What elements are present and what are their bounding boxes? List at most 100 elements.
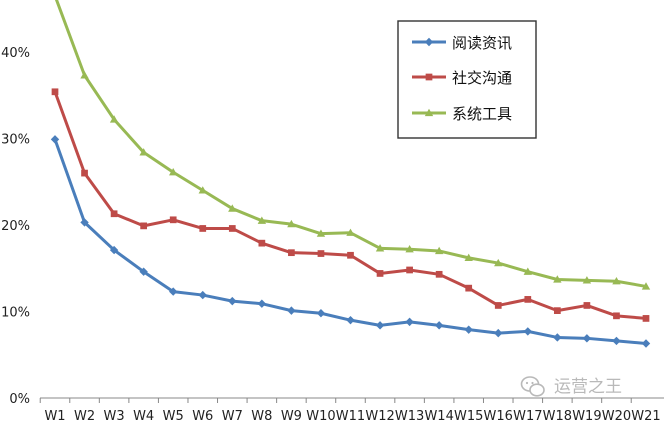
x-tick-label: W3 — [104, 409, 125, 424]
data-point — [228, 204, 237, 212]
data-point — [405, 245, 414, 253]
y-tick-label: 0% — [9, 392, 30, 407]
watermark-text: 运营之王 — [554, 377, 622, 397]
data-point — [553, 275, 562, 283]
data-point — [406, 266, 413, 274]
data-point — [435, 270, 443, 278]
data-point — [228, 225, 236, 232]
data-point — [287, 219, 296, 228]
x-tick-label: W7 — [222, 409, 243, 424]
x-tick-label: W14 — [424, 409, 453, 424]
data-point — [169, 168, 178, 176]
data-point — [524, 296, 532, 303]
x-tick-label: W17 — [513, 409, 542, 424]
x-axis: W1 W2 W3 W4 W5 W6 W7 W8 W9 W10 W11 W12 W13 W14 W15 W16 W… — [39, 398, 661, 424]
y-tick-label: 10% — [1, 306, 30, 321]
x-tick-label: W8 — [251, 409, 272, 424]
wechat-icon — [520, 376, 545, 397]
data-point — [494, 258, 503, 267]
data-point — [317, 250, 325, 257]
data-point — [464, 253, 473, 262]
series-1 — [50, 135, 651, 348]
x-tick-label: W13 — [395, 409, 424, 424]
data-point — [198, 290, 207, 300]
data-point — [109, 245, 119, 255]
legend-label: 系统工具 — [452, 105, 512, 123]
data-point — [612, 277, 621, 285]
x-tick-label: W1 — [44, 409, 65, 424]
data-point — [425, 73, 433, 81]
data-point — [613, 312, 620, 320]
data-point — [582, 276, 592, 284]
data-point — [80, 71, 89, 79]
data-point — [288, 249, 295, 257]
data-point — [465, 284, 473, 292]
data-point — [641, 282, 651, 290]
x-tick-label: W9 — [281, 409, 302, 424]
y-tick-label: 40% — [1, 46, 30, 61]
data-point — [169, 216, 177, 224]
data-point — [346, 315, 355, 325]
y-axis: 0% 10% 20% 30% 40% — [1, 46, 30, 407]
data-point — [81, 169, 88, 177]
data-point — [424, 37, 434, 47]
watermark: 运营之王 — [520, 376, 622, 397]
data-point — [140, 222, 148, 230]
data-point — [80, 218, 89, 227]
data-point — [464, 325, 473, 334]
x-tick-label: W6 — [192, 409, 213, 424]
legend-label: 阅读资讯 — [452, 34, 512, 52]
data-point — [583, 302, 591, 309]
legend-label: 社交沟通 — [452, 69, 512, 87]
data-point — [553, 333, 562, 342]
series-2 — [51, 88, 650, 322]
data-point — [199, 225, 207, 232]
data-point — [424, 108, 434, 117]
legend-entry: 系统工具 — [412, 105, 512, 123]
x-tick-label: W21 — [631, 409, 660, 424]
data-point — [582, 334, 592, 343]
data-point — [523, 327, 532, 336]
data-point — [316, 229, 326, 237]
x-tick-label: W5 — [163, 409, 184, 424]
data-point — [612, 336, 621, 346]
x-tick-label: W19 — [572, 409, 601, 424]
x-tick-label: W2 — [74, 409, 95, 424]
data-point — [347, 251, 354, 259]
data-point — [434, 321, 444, 330]
data-point — [257, 216, 267, 224]
legend-entry: 阅读资讯 — [412, 34, 512, 52]
data-point — [198, 186, 207, 194]
data-point — [258, 239, 266, 247]
data-point — [51, 88, 59, 96]
data-point — [523, 267, 532, 275]
data-point — [228, 296, 237, 306]
data-point — [494, 328, 503, 338]
x-tick-label: W11 — [336, 409, 365, 424]
data-point — [257, 299, 267, 308]
data-point — [139, 148, 148, 156]
series-layer — [50, 0, 651, 348]
x-tick-label: W12 — [365, 409, 394, 424]
data-point — [169, 287, 178, 296]
data-point — [316, 309, 326, 318]
data-point — [553, 307, 561, 314]
data-point — [494, 302, 502, 309]
series-3 — [54, 0, 651, 290]
data-point — [434, 246, 444, 255]
x-tick-label: W16 — [484, 409, 513, 424]
data-point — [375, 321, 385, 330]
data-point — [287, 306, 296, 315]
data-point — [641, 339, 651, 348]
x-tick-label: W20 — [602, 409, 631, 424]
data-point — [109, 115, 119, 123]
y-tick-label: 20% — [1, 219, 30, 234]
data-point — [375, 244, 385, 252]
data-point — [376, 270, 384, 277]
data-point — [139, 267, 148, 276]
legend-entry: 社交沟通 — [412, 69, 512, 87]
x-tick-label: W18 — [543, 409, 572, 424]
